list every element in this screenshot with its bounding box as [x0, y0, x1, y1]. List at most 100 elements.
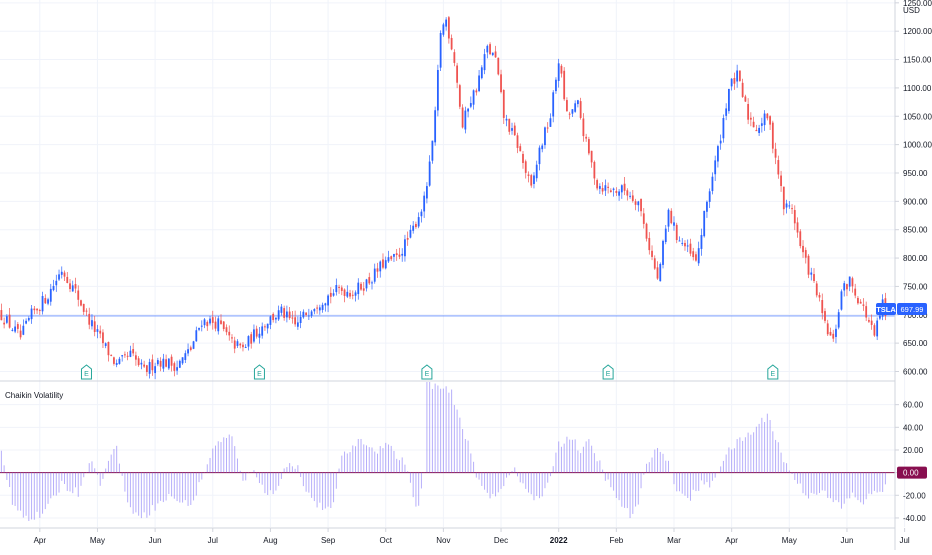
earnings-icon[interactable] [80, 364, 92, 380]
candle [170, 354, 173, 372]
candle-body [91, 320, 93, 327]
candle-body [22, 325, 25, 335]
candle-body [14, 326, 16, 332]
candle [453, 49, 456, 67]
earnings-icon[interactable] [602, 364, 614, 380]
candle-body [250, 334, 253, 344]
candle-body [143, 364, 146, 367]
candle [563, 67, 566, 101]
time-tick-label: Nov [436, 536, 450, 545]
candle-body [513, 125, 516, 136]
candle-body [71, 285, 74, 292]
oscillator-tick-label: -40.00 [903, 514, 926, 523]
price-tick-label: 600.00 [903, 367, 928, 376]
candle-body [49, 288, 52, 302]
earnings-marker[interactable]: E [253, 364, 265, 380]
candle-body [612, 188, 615, 190]
candle-body [571, 109, 574, 114]
candle [675, 222, 678, 244]
candle [393, 253, 395, 263]
candle [637, 200, 640, 212]
candle [236, 339, 239, 349]
candle-body [118, 358, 121, 364]
price-tick-label: 1250.00 [903, 0, 932, 8]
symbol-label: TSLA [876, 305, 896, 314]
candle-body [327, 295, 329, 306]
candle [220, 314, 222, 325]
candle-body [436, 69, 439, 111]
candle-body [140, 362, 143, 365]
candle [796, 217, 799, 238]
candle-body [725, 108, 728, 116]
candle-body [854, 288, 857, 296]
candle-body [675, 224, 678, 241]
candle [480, 65, 483, 80]
candle [771, 120, 774, 154]
oscillator-axis[interactable]: -40.00 -20.00 0.00 20.00 40.00 60.00 [895, 401, 927, 523]
candle [777, 155, 780, 179]
candle-body [818, 295, 821, 298]
earnings-marker[interactable]: E [767, 364, 779, 380]
candle-body [211, 317, 214, 323]
earnings-icon[interactable] [421, 364, 433, 380]
candle-body [706, 201, 708, 212]
candle [159, 357, 162, 372]
candle-body [799, 231, 802, 247]
candle-body [195, 330, 198, 342]
chaikin-volatility-pane[interactable] [0, 382, 895, 521]
candle [41, 291, 44, 315]
candle-body [865, 306, 868, 318]
candle [689, 238, 692, 257]
candle-body [802, 245, 804, 253]
candle [489, 42, 491, 56]
candle-body [879, 315, 881, 319]
candle-body [354, 292, 357, 296]
candle-body [338, 286, 340, 288]
price-axis[interactable]: 600.00 650.00 700.00 750.00 800.00 850.00 900.… [895, 0, 932, 376]
candle-body [176, 367, 178, 371]
candle [494, 45, 497, 58]
earnings-icon[interactable] [253, 364, 265, 380]
candle [38, 308, 41, 315]
earnings-label: E [257, 371, 262, 378]
candle [785, 199, 788, 214]
candle [280, 303, 283, 316]
earnings-marker[interactable]: E [421, 364, 433, 380]
candle [33, 306, 36, 315]
candle-body [384, 260, 387, 269]
candle [566, 97, 568, 112]
time-axis[interactable]: Apr May Jun Jul Aug Sep Oct Nov Dec 2022 Feb Mar Apr… [34, 528, 910, 545]
candle [865, 301, 868, 322]
earnings-marker[interactable]: E [602, 364, 614, 380]
candle-body [332, 293, 335, 296]
candle [214, 316, 217, 332]
candle-body [607, 186, 610, 188]
candle [535, 160, 538, 182]
candle-body [442, 24, 445, 35]
candle [598, 183, 601, 195]
candle [132, 343, 135, 357]
candle [69, 279, 71, 293]
time-tick-label: Apr [34, 536, 47, 545]
earnings-icon[interactable] [767, 364, 779, 380]
candle [530, 173, 533, 188]
candle-body [478, 75, 480, 92]
candle-body [876, 320, 879, 337]
candle-body [220, 320, 222, 324]
candle [324, 302, 327, 312]
indicator-title[interactable]: Chaikin Volatility [5, 391, 63, 400]
candle-body [596, 180, 599, 189]
candle-body [335, 285, 338, 293]
candle [848, 276, 851, 292]
candle [662, 239, 664, 269]
candle-body [200, 325, 203, 327]
earnings-marker[interactable]: E [80, 364, 92, 380]
candle [648, 232, 651, 255]
candle [11, 328, 14, 332]
candle-body [804, 250, 807, 258]
candle [165, 354, 167, 368]
candle-body [299, 317, 302, 324]
candle [387, 250, 390, 263]
candle [574, 100, 577, 113]
